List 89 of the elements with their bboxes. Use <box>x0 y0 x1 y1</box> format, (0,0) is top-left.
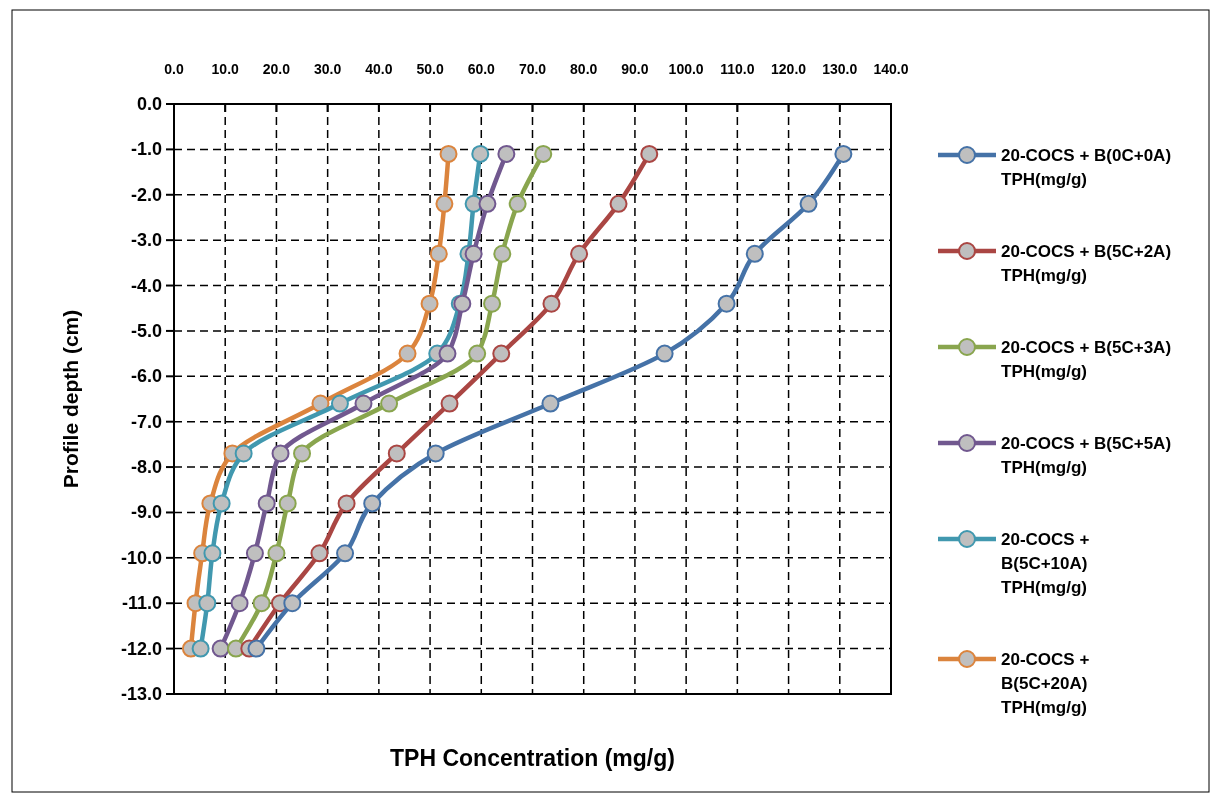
x-tick-label: 100.0 <box>668 61 704 77</box>
point <box>387 444 406 463</box>
point <box>191 639 210 658</box>
point <box>439 144 458 163</box>
y-tick-label: -7.0 <box>130 411 162 432</box>
point <box>252 594 271 613</box>
point <box>429 244 448 263</box>
point <box>609 194 628 213</box>
point <box>420 294 439 313</box>
point <box>278 494 297 513</box>
x-tick-label: 110.0 <box>720 61 755 77</box>
point <box>271 444 290 463</box>
y-tick-label: -10.0 <box>120 547 162 568</box>
x-tick-label: 120.0 <box>771 61 807 77</box>
y-tick-label: -3.0 <box>130 230 162 251</box>
point <box>834 144 853 163</box>
point <box>508 194 527 213</box>
x-tick-label: 30.0 <box>314 61 342 77</box>
point <box>440 394 459 413</box>
point <box>468 344 487 363</box>
y-tick-label: -13.0 <box>120 684 162 704</box>
point <box>745 244 764 263</box>
y-tick-label: -4.0 <box>130 275 162 296</box>
y-tick-label: -12.0 <box>120 638 162 659</box>
point <box>337 494 356 513</box>
point <box>203 544 222 563</box>
point <box>230 594 249 613</box>
point <box>478 194 497 213</box>
y-axis-title: Profile depth (cm) <box>59 309 82 489</box>
point <box>363 494 382 513</box>
x-tick-label: 130.0 <box>822 61 858 77</box>
point <box>799 194 818 213</box>
x-tick-label: 140.0 <box>873 61 909 77</box>
y-tick-label: -2.0 <box>130 184 162 205</box>
point <box>212 494 231 513</box>
x-tick-label: 40.0 <box>365 61 393 77</box>
point <box>655 344 674 363</box>
legend-label: 20-COCS + B(5C+2A) TPH(mg/g) <box>1001 242 1172 285</box>
y-tick-label: -5.0 <box>130 320 162 341</box>
point <box>464 244 483 263</box>
point <box>483 294 502 313</box>
legend-label: 20-COCS + B(5C+5A) TPH(mg/g) <box>1001 434 1172 477</box>
point <box>354 394 373 413</box>
legend-label: 20-COCS + B(5C+10A) TPH(mg/g) <box>1001 530 1090 597</box>
point <box>541 394 560 413</box>
point <box>493 244 512 263</box>
y-tick-label: -11.0 <box>121 593 162 614</box>
x-tick-label: 70.0 <box>518 61 547 77</box>
x-axis-title: TPH Concentration (mg/g) <box>390 745 675 771</box>
x-tick-label: 20.0 <box>262 61 291 77</box>
point <box>310 544 329 563</box>
point <box>497 144 516 163</box>
point <box>293 444 312 463</box>
point <box>234 444 253 463</box>
x-tick-label: 10.0 <box>211 61 240 77</box>
point <box>640 144 659 163</box>
y-tick-label: -1.0 <box>130 139 162 160</box>
y-tick-label: -6.0 <box>130 366 162 387</box>
legend-label: 20-COCS + B(5C+20A) TPH(mg/g) <box>1001 650 1090 717</box>
point <box>717 294 736 313</box>
point <box>471 144 490 163</box>
legend-label: 20-COCS + B(0C+0A) TPH(mg/g) <box>1001 146 1172 189</box>
y-tick-label: -9.0 <box>130 502 162 523</box>
point <box>438 344 457 363</box>
point <box>245 544 264 563</box>
point <box>426 444 445 463</box>
y-tick-label: -8.0 <box>130 457 162 478</box>
point <box>336 544 355 563</box>
x-tick-label: 0.0 <box>164 61 184 77</box>
point <box>542 294 561 313</box>
point <box>257 494 276 513</box>
point <box>380 394 399 413</box>
point <box>534 144 553 163</box>
point <box>267 544 286 563</box>
x-tick-label: 50.0 <box>416 61 444 77</box>
x-tick-label: 60.0 <box>467 61 496 77</box>
x-tick-label: 80.0 <box>570 61 598 77</box>
point <box>247 639 266 658</box>
point <box>570 244 589 263</box>
point <box>211 639 230 658</box>
point <box>398 344 417 363</box>
legend-label: 20-COCS + B(5C+3A) TPH(mg/g) <box>1001 338 1172 381</box>
point <box>435 194 454 213</box>
point <box>492 344 511 363</box>
point <box>198 594 217 613</box>
x-tick-label: 90.0 <box>621 61 649 77</box>
point <box>330 394 349 413</box>
y-tick-label: 0.0 <box>136 94 162 114</box>
point <box>283 594 302 613</box>
